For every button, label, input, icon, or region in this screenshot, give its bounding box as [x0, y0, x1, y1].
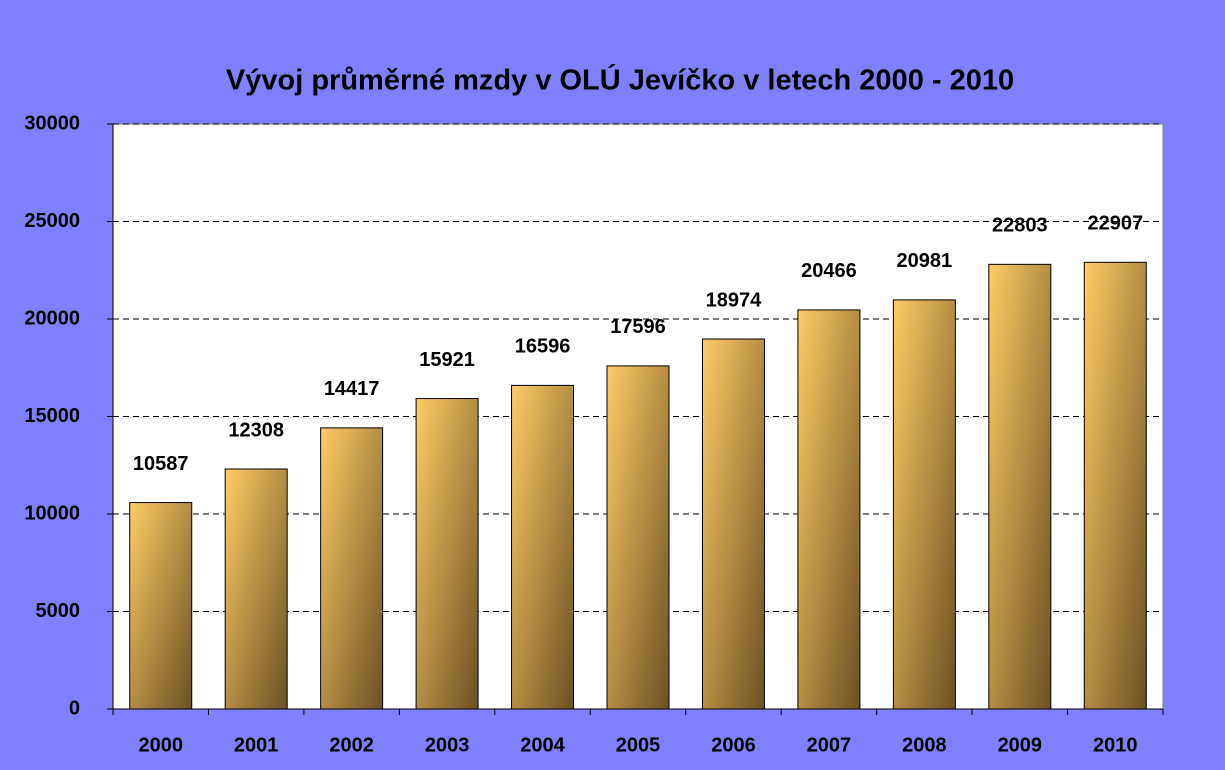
x-tick-label: 2010 — [1093, 734, 1138, 756]
data-label: 20981 — [897, 250, 953, 272]
data-label: 16596 — [515, 336, 571, 358]
x-tick-label: 2005 — [616, 734, 661, 756]
y-tick-label: 30000 — [24, 112, 80, 134]
y-tick-label: 25000 — [24, 210, 80, 232]
data-label: 14417 — [324, 378, 380, 400]
bar — [1083, 261, 1147, 710]
bar — [224, 468, 288, 710]
bar — [892, 299, 956, 710]
x-tick-label: 2001 — [234, 734, 279, 756]
bar — [129, 502, 193, 710]
x-tick-label: 2000 — [138, 734, 183, 756]
y-tick-label: 15000 — [24, 405, 80, 427]
bar — [701, 338, 765, 710]
data-label: 20466 — [801, 260, 857, 282]
bar — [415, 398, 479, 710]
x-tick-label: 2003 — [425, 734, 470, 756]
x-tick-label: 2008 — [902, 734, 947, 756]
bar — [606, 365, 670, 710]
y-tick-label: 5000 — [36, 600, 81, 622]
x-tick-label: 2009 — [998, 734, 1043, 756]
y-tick-label: 0 — [69, 697, 80, 719]
chart-title: Vývoj průměrné mzdy v OLÚ Jevíčko v lete… — [226, 63, 1014, 97]
x-tick-label: 2002 — [329, 734, 374, 756]
x-tick-label: 2007 — [807, 734, 852, 756]
bar — [988, 263, 1052, 710]
data-label: 12308 — [228, 419, 284, 441]
data-label: 15921 — [419, 349, 475, 371]
x-tick-label: 2004 — [520, 734, 565, 756]
data-label: 18974 — [706, 289, 762, 311]
data-label: 22803 — [992, 215, 1048, 237]
data-label: 10587 — [133, 453, 189, 475]
data-label: 22907 — [1087, 213, 1143, 235]
bar — [320, 427, 384, 710]
y-tick-label: 10000 — [24, 502, 80, 524]
bar — [797, 309, 861, 710]
x-tick-label: 2006 — [711, 734, 756, 756]
y-tick-label: 20000 — [24, 307, 80, 329]
data-label: 17596 — [610, 316, 666, 338]
bar — [511, 384, 575, 710]
